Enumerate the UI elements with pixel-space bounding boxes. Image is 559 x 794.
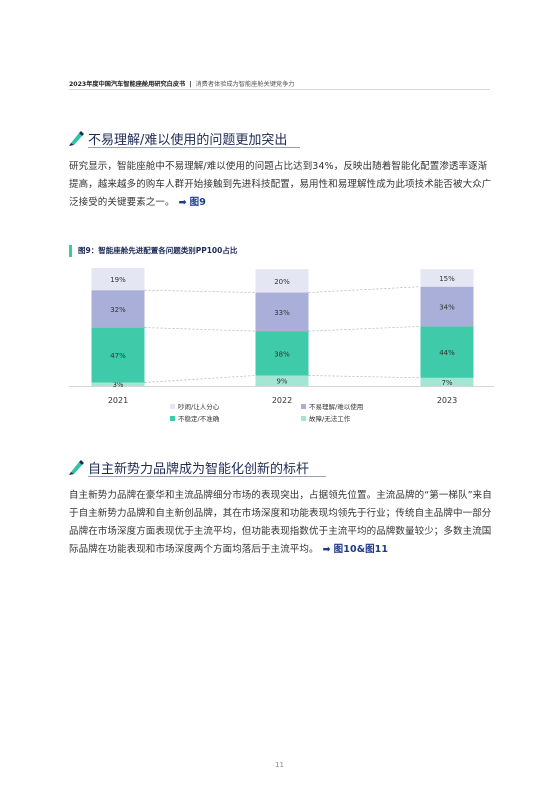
bar-segment <box>255 269 309 293</box>
bar-segment <box>91 382 145 386</box>
figure9-title: 图9：智能座舱先进配置各问题类别PP100占比 <box>78 246 238 255</box>
page-number: 11 <box>275 761 284 769</box>
header-section: 消费者体验成为智能座舱关键竞争力 <box>195 81 295 88</box>
bar-segment <box>420 269 474 287</box>
x-tick-label: 2021 <box>108 396 128 405</box>
data-label: 38% <box>274 350 290 358</box>
data-label: 47% <box>110 352 126 360</box>
header-separator: | <box>189 81 192 88</box>
arrow-right-icon: ➡ <box>178 197 187 208</box>
legend-label: 故障/无法工作 <box>309 414 351 423</box>
data-label: 44% <box>439 349 455 357</box>
pencil-icon <box>69 131 84 146</box>
data-label: 32% <box>110 306 126 314</box>
connector-line <box>308 326 421 332</box>
legend-swatch <box>301 416 306 421</box>
legend-label: 不易理解/难以使用 <box>309 402 363 411</box>
section1-heading: 不易理解/难以使用的问题更加突出 <box>68 128 287 148</box>
arrow-right-icon: ➡ <box>322 544 331 555</box>
data-label: 9% <box>276 378 287 386</box>
stacked-bar-chart: 3% 47% 32% 19% 2021 9% 38% 33% 20% 2022 7% 44% 34% 15… <box>69 268 494 423</box>
connector-line <box>308 286 421 293</box>
connector-line <box>144 289 256 293</box>
bar-segment <box>91 327 145 383</box>
section2-title-rule <box>88 476 326 477</box>
bar-segment <box>91 290 145 328</box>
data-label: 15% <box>439 275 455 283</box>
connector-line <box>144 375 256 383</box>
bar-segment <box>420 326 474 378</box>
connector-line <box>308 375 421 379</box>
pencil-icon <box>69 460 84 475</box>
bar-segment <box>420 377 474 386</box>
data-label: 34% <box>439 304 455 312</box>
running-header: 2023年度中国汽车智能座舱用研究白皮书 | 消费者体验成为智能座舱关键竞争力 <box>69 79 295 88</box>
bar-segment <box>255 331 309 376</box>
figure9-caption: 图9：智能座舱先进配置各问题类别PP100占比 <box>69 244 237 257</box>
legend-label: 不稳定/不准确 <box>178 414 220 423</box>
section1-text: 研究显示，智能座舱中不易理解/难以使用的问题占比达到34%，反映出随着智能化配置… <box>69 161 492 208</box>
legend-swatch <box>301 404 306 409</box>
data-label: 20% <box>274 278 290 286</box>
x-tick-label: 2022 <box>272 396 292 405</box>
report-title: 2023年度中国汽车智能座舱用研究白皮书 <box>69 81 186 88</box>
section1-paragraph: 研究显示，智能座舱中不易理解/难以使用的问题占比达到34%，反映出随着智能化配置… <box>69 158 494 212</box>
header-rule <box>69 89 490 90</box>
connector-line <box>144 327 256 332</box>
section2-text: 自主新势力品牌在豪华和主流品牌细分市场的表现突出，占据领先位置。主流品牌的“第一… <box>69 490 492 555</box>
data-label: 7% <box>441 379 452 387</box>
bar-segment <box>91 268 145 291</box>
bar-segment <box>255 292 309 332</box>
section2-heading: 自主新势力品牌成为智能化创新的标杆 <box>68 457 309 477</box>
figure9-reference[interactable]: 图9 <box>189 197 206 208</box>
bar-segment <box>420 286 474 327</box>
data-label: 33% <box>274 309 290 317</box>
x-tick-label: 2023 <box>437 396 457 405</box>
bar-segment <box>255 375 309 386</box>
data-label: 19% <box>110 276 126 284</box>
data-label: 3% <box>112 381 123 389</box>
section1-title: 不易理解/难以使用的问题更加突出 <box>88 132 288 148</box>
legend-swatch <box>170 416 175 421</box>
figure10-11-reference[interactable]: 图10&图11 <box>333 544 389 555</box>
legend-label: 吵闹/让人分心 <box>178 402 220 411</box>
section2-paragraph: 自主新势力品牌在豪华和主流品牌细分市场的表现突出，占据领先位置。主流品牌的“第一… <box>69 487 494 559</box>
caption-accent-bar <box>69 244 72 257</box>
legend-swatch <box>170 404 175 409</box>
section2-title: 自主新势力品牌成为智能化创新的标杆 <box>88 461 310 477</box>
section1-title-rule <box>88 147 300 148</box>
